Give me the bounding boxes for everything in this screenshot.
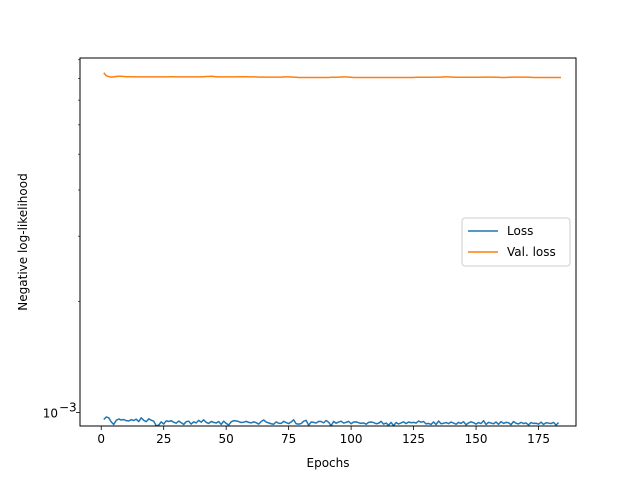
y-tick-label-exponent: −3 <box>59 401 77 415</box>
legend-label-val-loss: Val. loss <box>507 245 556 259</box>
y-axis-label: Negative log-likelihood <box>16 173 30 310</box>
legend: Loss Val. loss <box>461 217 571 267</box>
x-tick-label: 0 <box>97 432 105 446</box>
y-axis-ticks: 10 −3 <box>43 59 80 421</box>
x-tick-label: 25 <box>156 432 171 446</box>
x-tick-label: 50 <box>219 432 234 446</box>
x-tick-label: 175 <box>527 432 550 446</box>
x-tick-label: 100 <box>340 432 363 446</box>
series-line-1 <box>103 72 562 79</box>
legend-box <box>461 217 571 267</box>
legend-label-loss: Loss <box>507 224 533 238</box>
x-axis-label: Epochs <box>307 456 350 470</box>
x-axis-ticks: 0 25 50 75 100 125 150 175 <box>97 426 550 446</box>
x-tick-label: 75 <box>281 432 296 446</box>
x-tick-label: 125 <box>402 432 425 446</box>
x-tick-label: 150 <box>465 432 488 446</box>
y-tick-label: 10 <box>43 407 58 421</box>
plot-frame <box>79 57 577 427</box>
plot-area <box>79 57 577 427</box>
